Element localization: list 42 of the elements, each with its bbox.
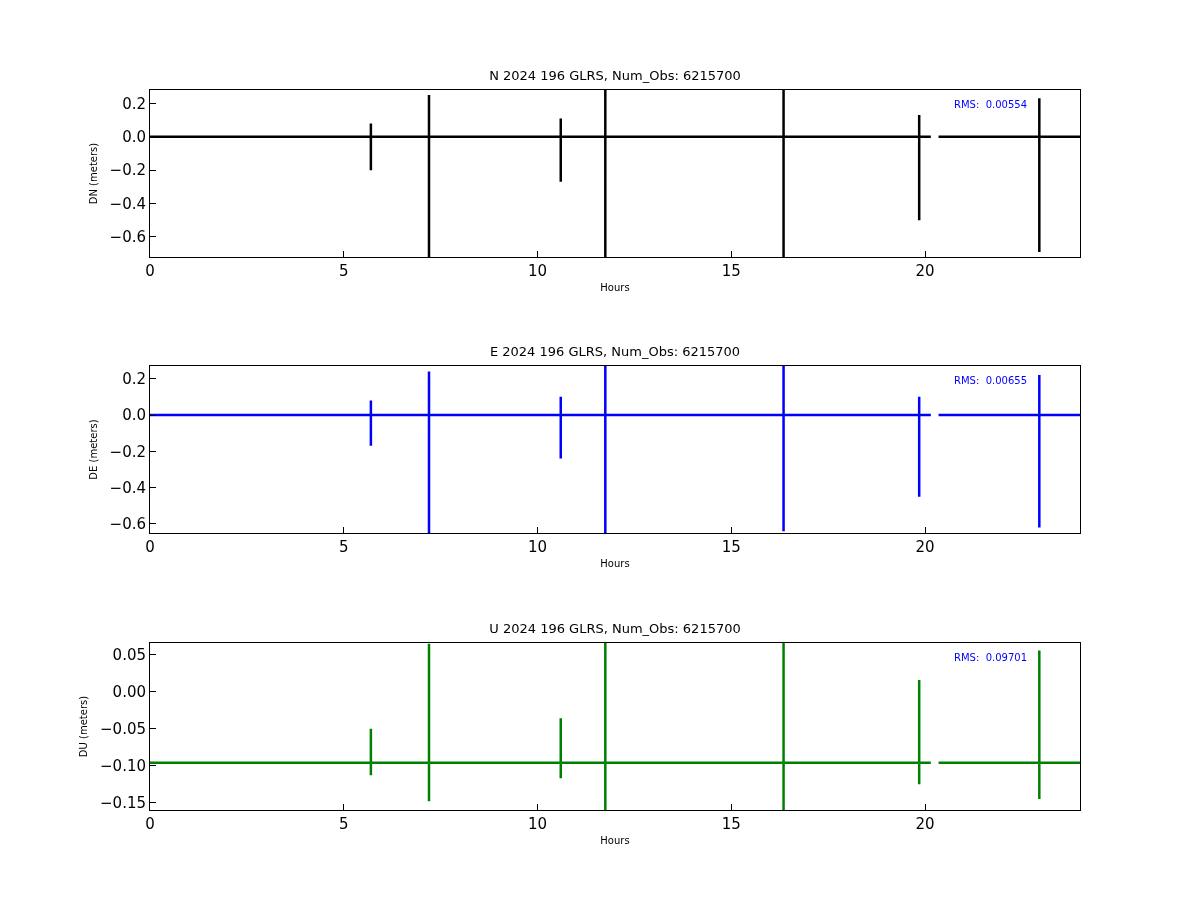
y-tick-label: −0.4 (109, 194, 146, 213)
x-tick-label: 20 (915, 815, 935, 833)
x-tick-label: 15 (721, 262, 741, 280)
x-tick-label: 5 (338, 262, 349, 280)
y-axis-title: DE (meters) (87, 419, 99, 480)
chart-title: U 2024 196 GLRS, Num_Obs: 6215700 (489, 620, 741, 636)
annotation: RMS: 0.00554 (954, 99, 1028, 110)
x-tick-label: 10 (527, 262, 548, 280)
x-tick-label: 20 (915, 538, 935, 556)
y-tick-label: 0.2 (122, 94, 146, 113)
chart-title: N 2024 196 GLRS, Num_Obs: 6215700 (489, 67, 741, 83)
x-tick-label: 5 (338, 538, 349, 556)
y-tick-label: −0.6 (109, 228, 146, 247)
y-tick-label: 0.0 (122, 406, 146, 425)
y-axis-title: DU (meters) (78, 695, 90, 758)
y-tick-label: −0.4 (109, 478, 146, 497)
y-tick-label: 0.0 (122, 128, 146, 147)
x-axis-title: Hours (600, 557, 630, 569)
x-tick-label: 20 (915, 262, 935, 280)
x-tick-label: 10 (527, 538, 548, 556)
x-tick-label: 15 (721, 815, 741, 833)
y-axis-title: DN (meters) (87, 142, 99, 205)
annotation: RMS: 0.09701 (954, 652, 1028, 663)
x-tick-label: 0 (145, 815, 155, 833)
y-tick-label: 0.05 (112, 646, 146, 665)
x-axis-title: Hours (600, 281, 630, 293)
x-tick-label: 0 (145, 538, 155, 556)
chart-title: E 2024 196 GLRS, Num_Obs: 6215700 (489, 343, 741, 359)
x-tick-label: 5 (338, 815, 349, 833)
y-tick-label: −0.6 (109, 515, 146, 534)
y-tick-label: −0.15 (100, 793, 146, 812)
x-tick-label: 10 (527, 815, 548, 833)
y-tick-label: 0.00 (112, 683, 146, 702)
y-tick-label: −0.05 (100, 719, 146, 738)
y-tick-label: −0.2 (109, 442, 146, 461)
annotation: RMS: 0.00655 (954, 375, 1028, 386)
y-tick-label: −0.2 (109, 161, 146, 180)
y-tick-label: 0.2 (122, 369, 146, 388)
x-tick-label: 15 (721, 538, 741, 556)
y-tick-label: −0.10 (100, 756, 146, 775)
x-tick-label: 0 (145, 262, 155, 280)
x-axis-title: Hours (600, 834, 630, 846)
